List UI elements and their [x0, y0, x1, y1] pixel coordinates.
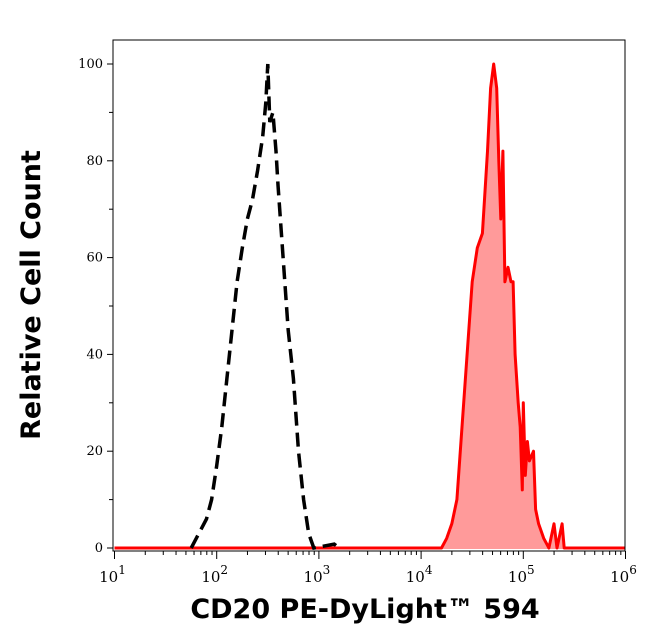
x-tick-label: 103 — [304, 563, 331, 586]
y-tick-label: 60 — [86, 251, 103, 266]
x-axis-title: CD20 PE-DyLight™ 594 — [190, 594, 539, 625]
x-tick-label: 104 — [406, 563, 433, 586]
series-line-CD20 — [114, 62, 626, 550]
y-tick-label: 0 — [95, 541, 103, 556]
x-tick-label: 105 — [508, 563, 535, 586]
series-layer — [114, 62, 626, 551]
series-line-control — [189, 63, 341, 551]
ticks-layer: 0 20 40 60 80 100 101 102 103 104 105 106 — [78, 57, 637, 586]
y-tick-label: 80 — [86, 154, 103, 169]
y-tick-label: 40 — [86, 347, 103, 362]
series-fill-CD20 — [114, 64, 626, 549]
plot-frame — [112, 39, 626, 552]
y-axis-title: Relative Cell Count — [16, 150, 47, 440]
x-tick-label: 106 — [610, 563, 637, 586]
y-tick-label: 100 — [78, 57, 103, 72]
y-tick-label: 20 — [86, 444, 103, 459]
x-tick-label: 102 — [201, 563, 228, 586]
x-tick-label: 101 — [99, 563, 126, 586]
